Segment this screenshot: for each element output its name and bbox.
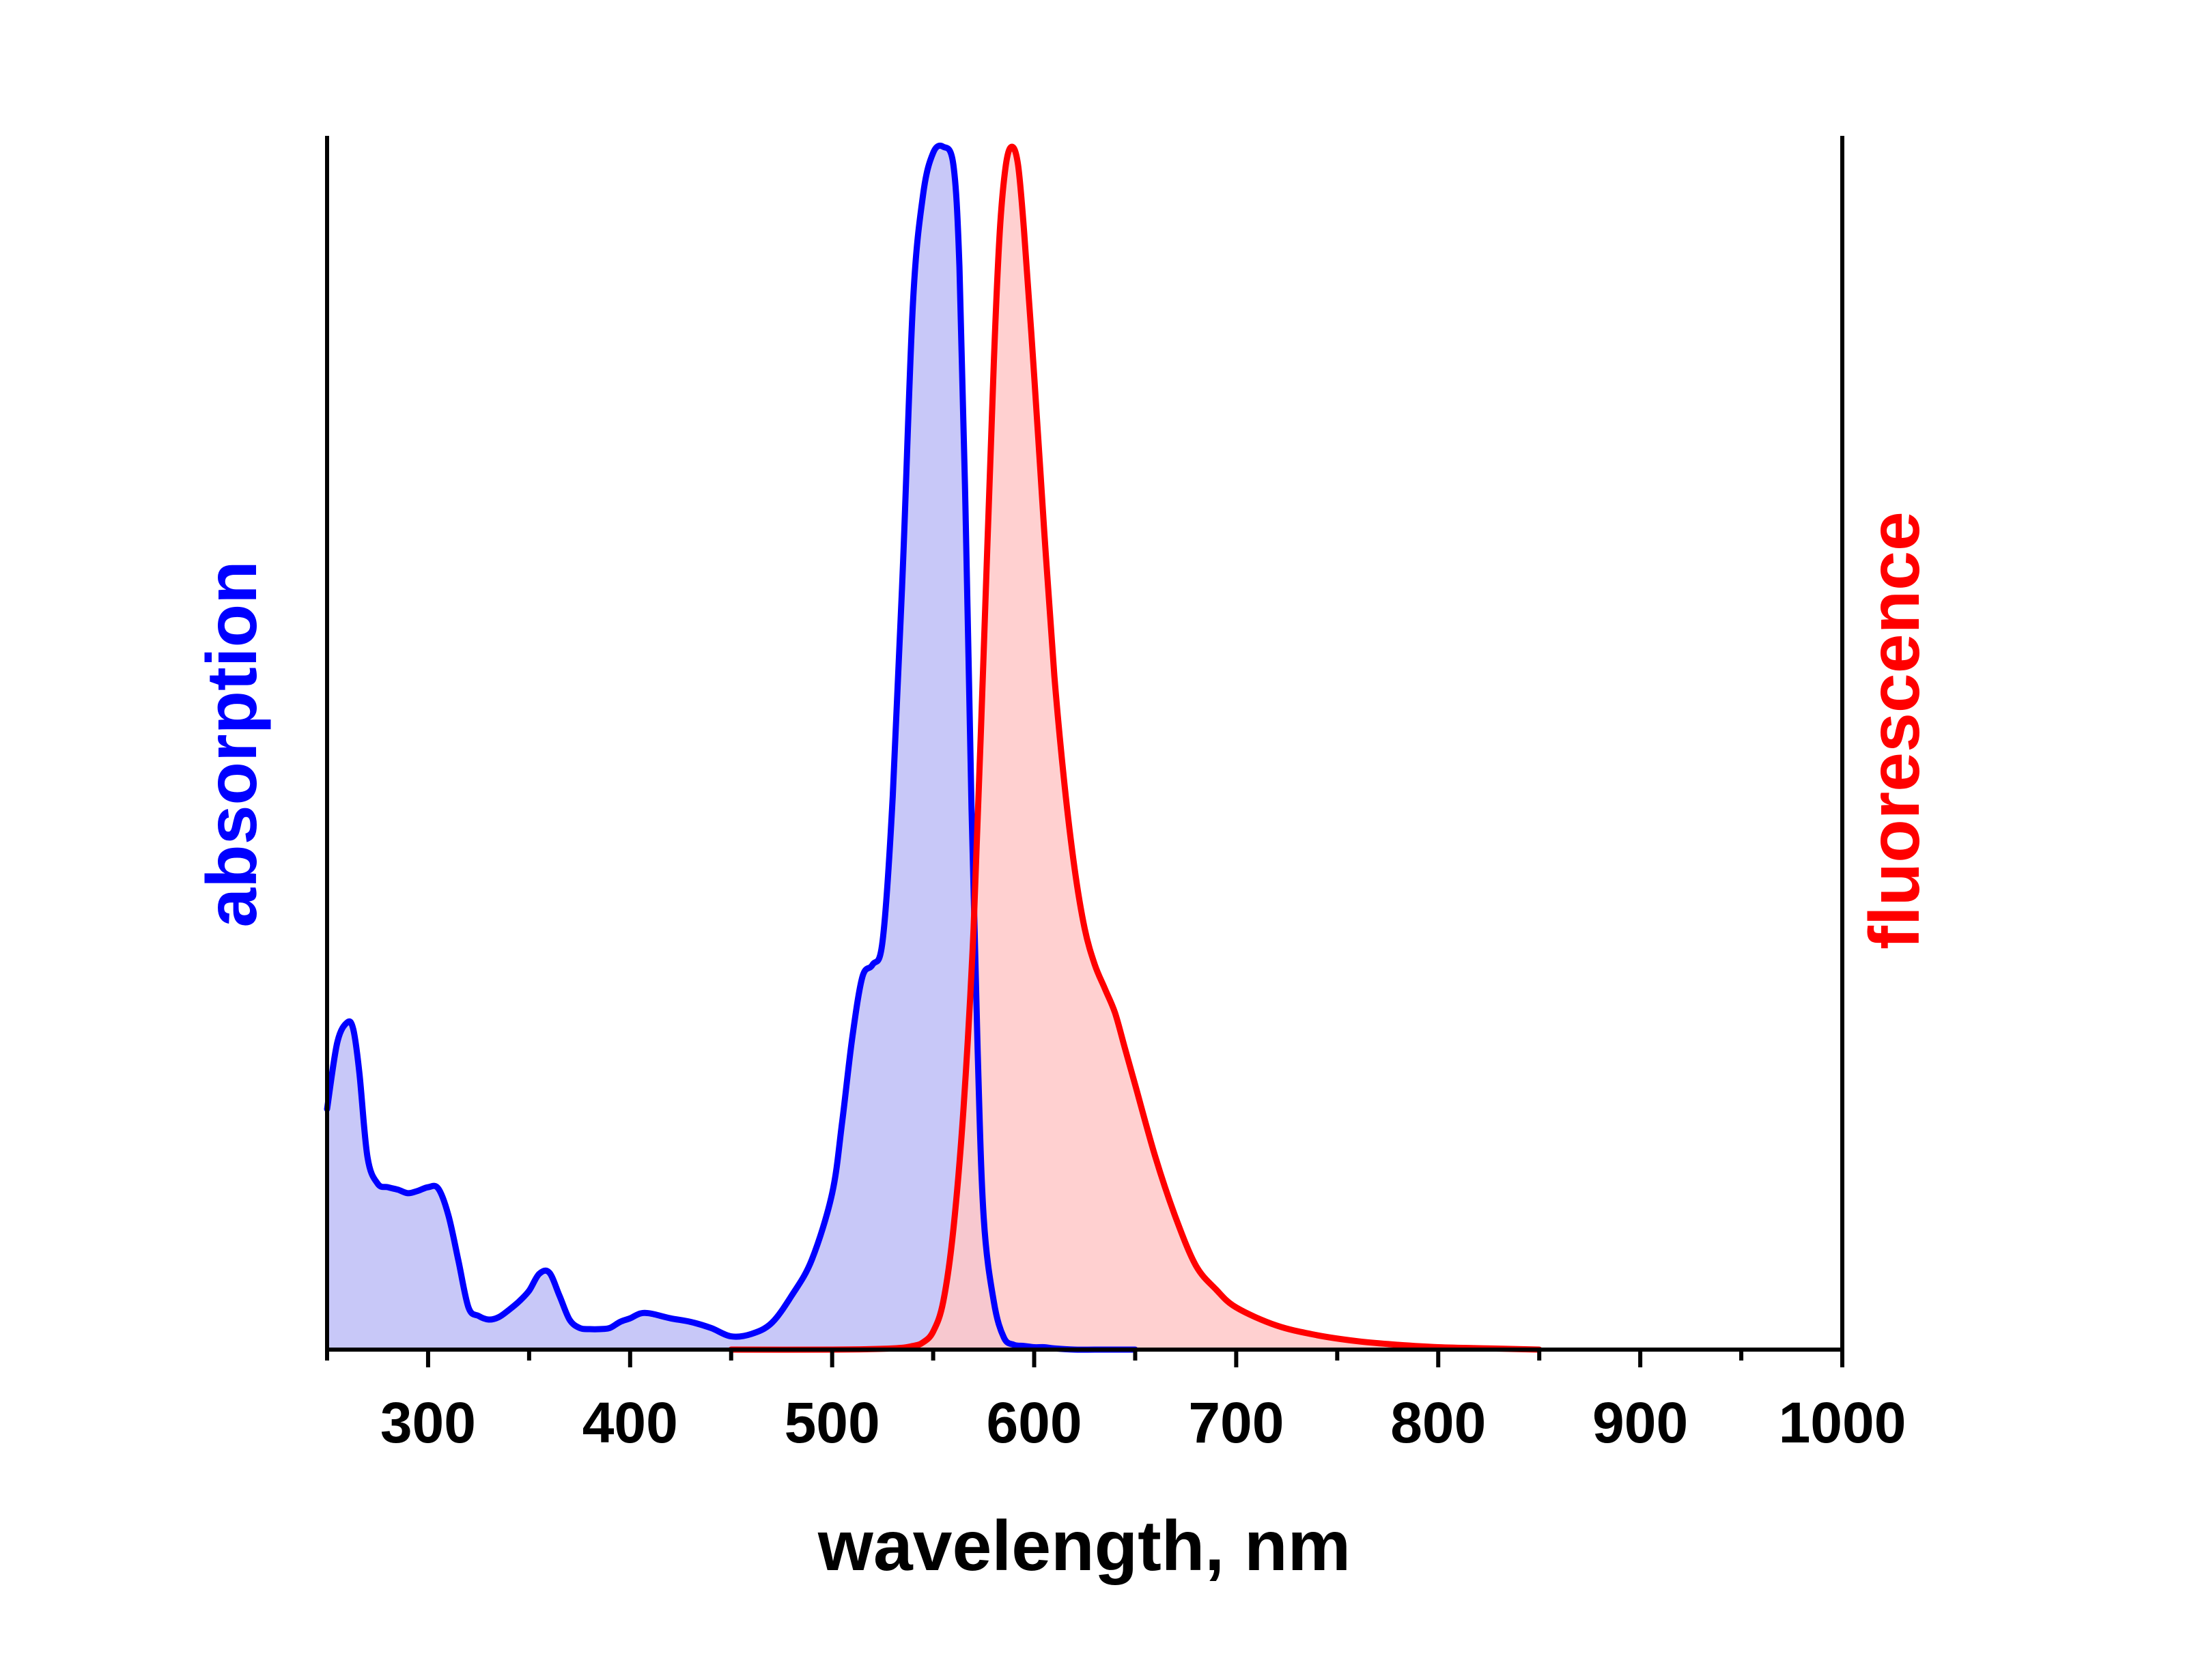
- x-axis-ticks: [325, 1350, 1844, 1367]
- x-tick-label: 700: [1188, 1391, 1284, 1455]
- series-fills: [327, 145, 1540, 1350]
- fluorescence-line: [728, 143, 1543, 1353]
- x-tick-label: 800: [1390, 1391, 1486, 1455]
- x-tick-label: 1000: [1779, 1391, 1906, 1455]
- y-axis-title-left: absorption: [193, 560, 272, 927]
- x-tick-label: 600: [986, 1391, 1082, 1455]
- absorption-line: [324, 142, 1138, 1353]
- series-lines: [324, 142, 1543, 1353]
- x-tick-label: 500: [785, 1391, 880, 1455]
- x-tick-label: 400: [582, 1391, 678, 1455]
- absorption-area: [327, 145, 1136, 1350]
- x-tick-label: 300: [380, 1391, 476, 1455]
- x-axis-title: wavelength, nm: [817, 1507, 1351, 1586]
- fluorescence-area: [731, 147, 1540, 1350]
- y-axis-title-right: fluorescence: [1855, 511, 1934, 950]
- axes: [325, 136, 1844, 1352]
- x-tick-label: 900: [1592, 1391, 1688, 1455]
- x-axis-tick-labels: 300 400 500 600 700 800 900 1000: [380, 1391, 1906, 1455]
